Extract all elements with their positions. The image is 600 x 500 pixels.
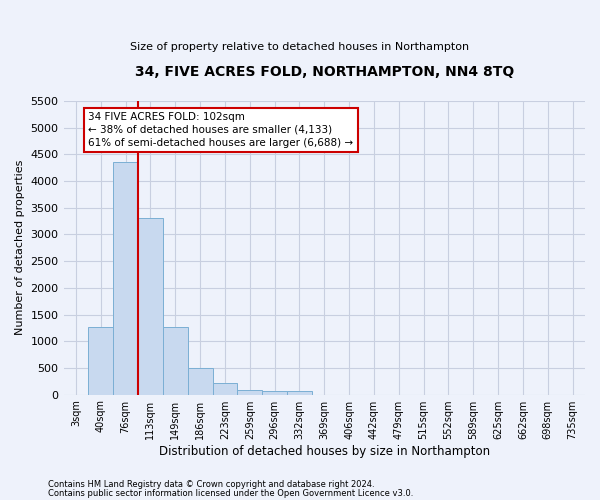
Bar: [88, 327, 113, 394]
Text: Contains HM Land Registry data © Crown copyright and database right 2024.: Contains HM Land Registry data © Crown c…: [48, 480, 374, 489]
Bar: [262, 392, 287, 394]
Bar: [138, 218, 163, 394]
Title: 34, FIVE ACRES FOLD, NORTHAMPTON, NN4 8TQ: 34, FIVE ACRES FOLD, NORTHAMPTON, NN4 8T…: [134, 65, 514, 79]
Bar: [163, 327, 188, 394]
Text: 34 FIVE ACRES FOLD: 102sqm
← 38% of detached houses are smaller (4,133)
61% of s: 34 FIVE ACRES FOLD: 102sqm ← 38% of deta…: [88, 112, 353, 148]
Bar: [188, 368, 212, 394]
Bar: [113, 162, 138, 394]
Bar: [212, 383, 238, 394]
Text: Contains public sector information licensed under the Open Government Licence v3: Contains public sector information licen…: [48, 488, 413, 498]
Bar: [238, 390, 262, 394]
Text: Size of property relative to detached houses in Northampton: Size of property relative to detached ho…: [130, 42, 470, 52]
Y-axis label: Number of detached properties: Number of detached properties: [15, 160, 25, 336]
X-axis label: Distribution of detached houses by size in Northampton: Distribution of detached houses by size …: [159, 444, 490, 458]
Bar: [287, 392, 312, 394]
